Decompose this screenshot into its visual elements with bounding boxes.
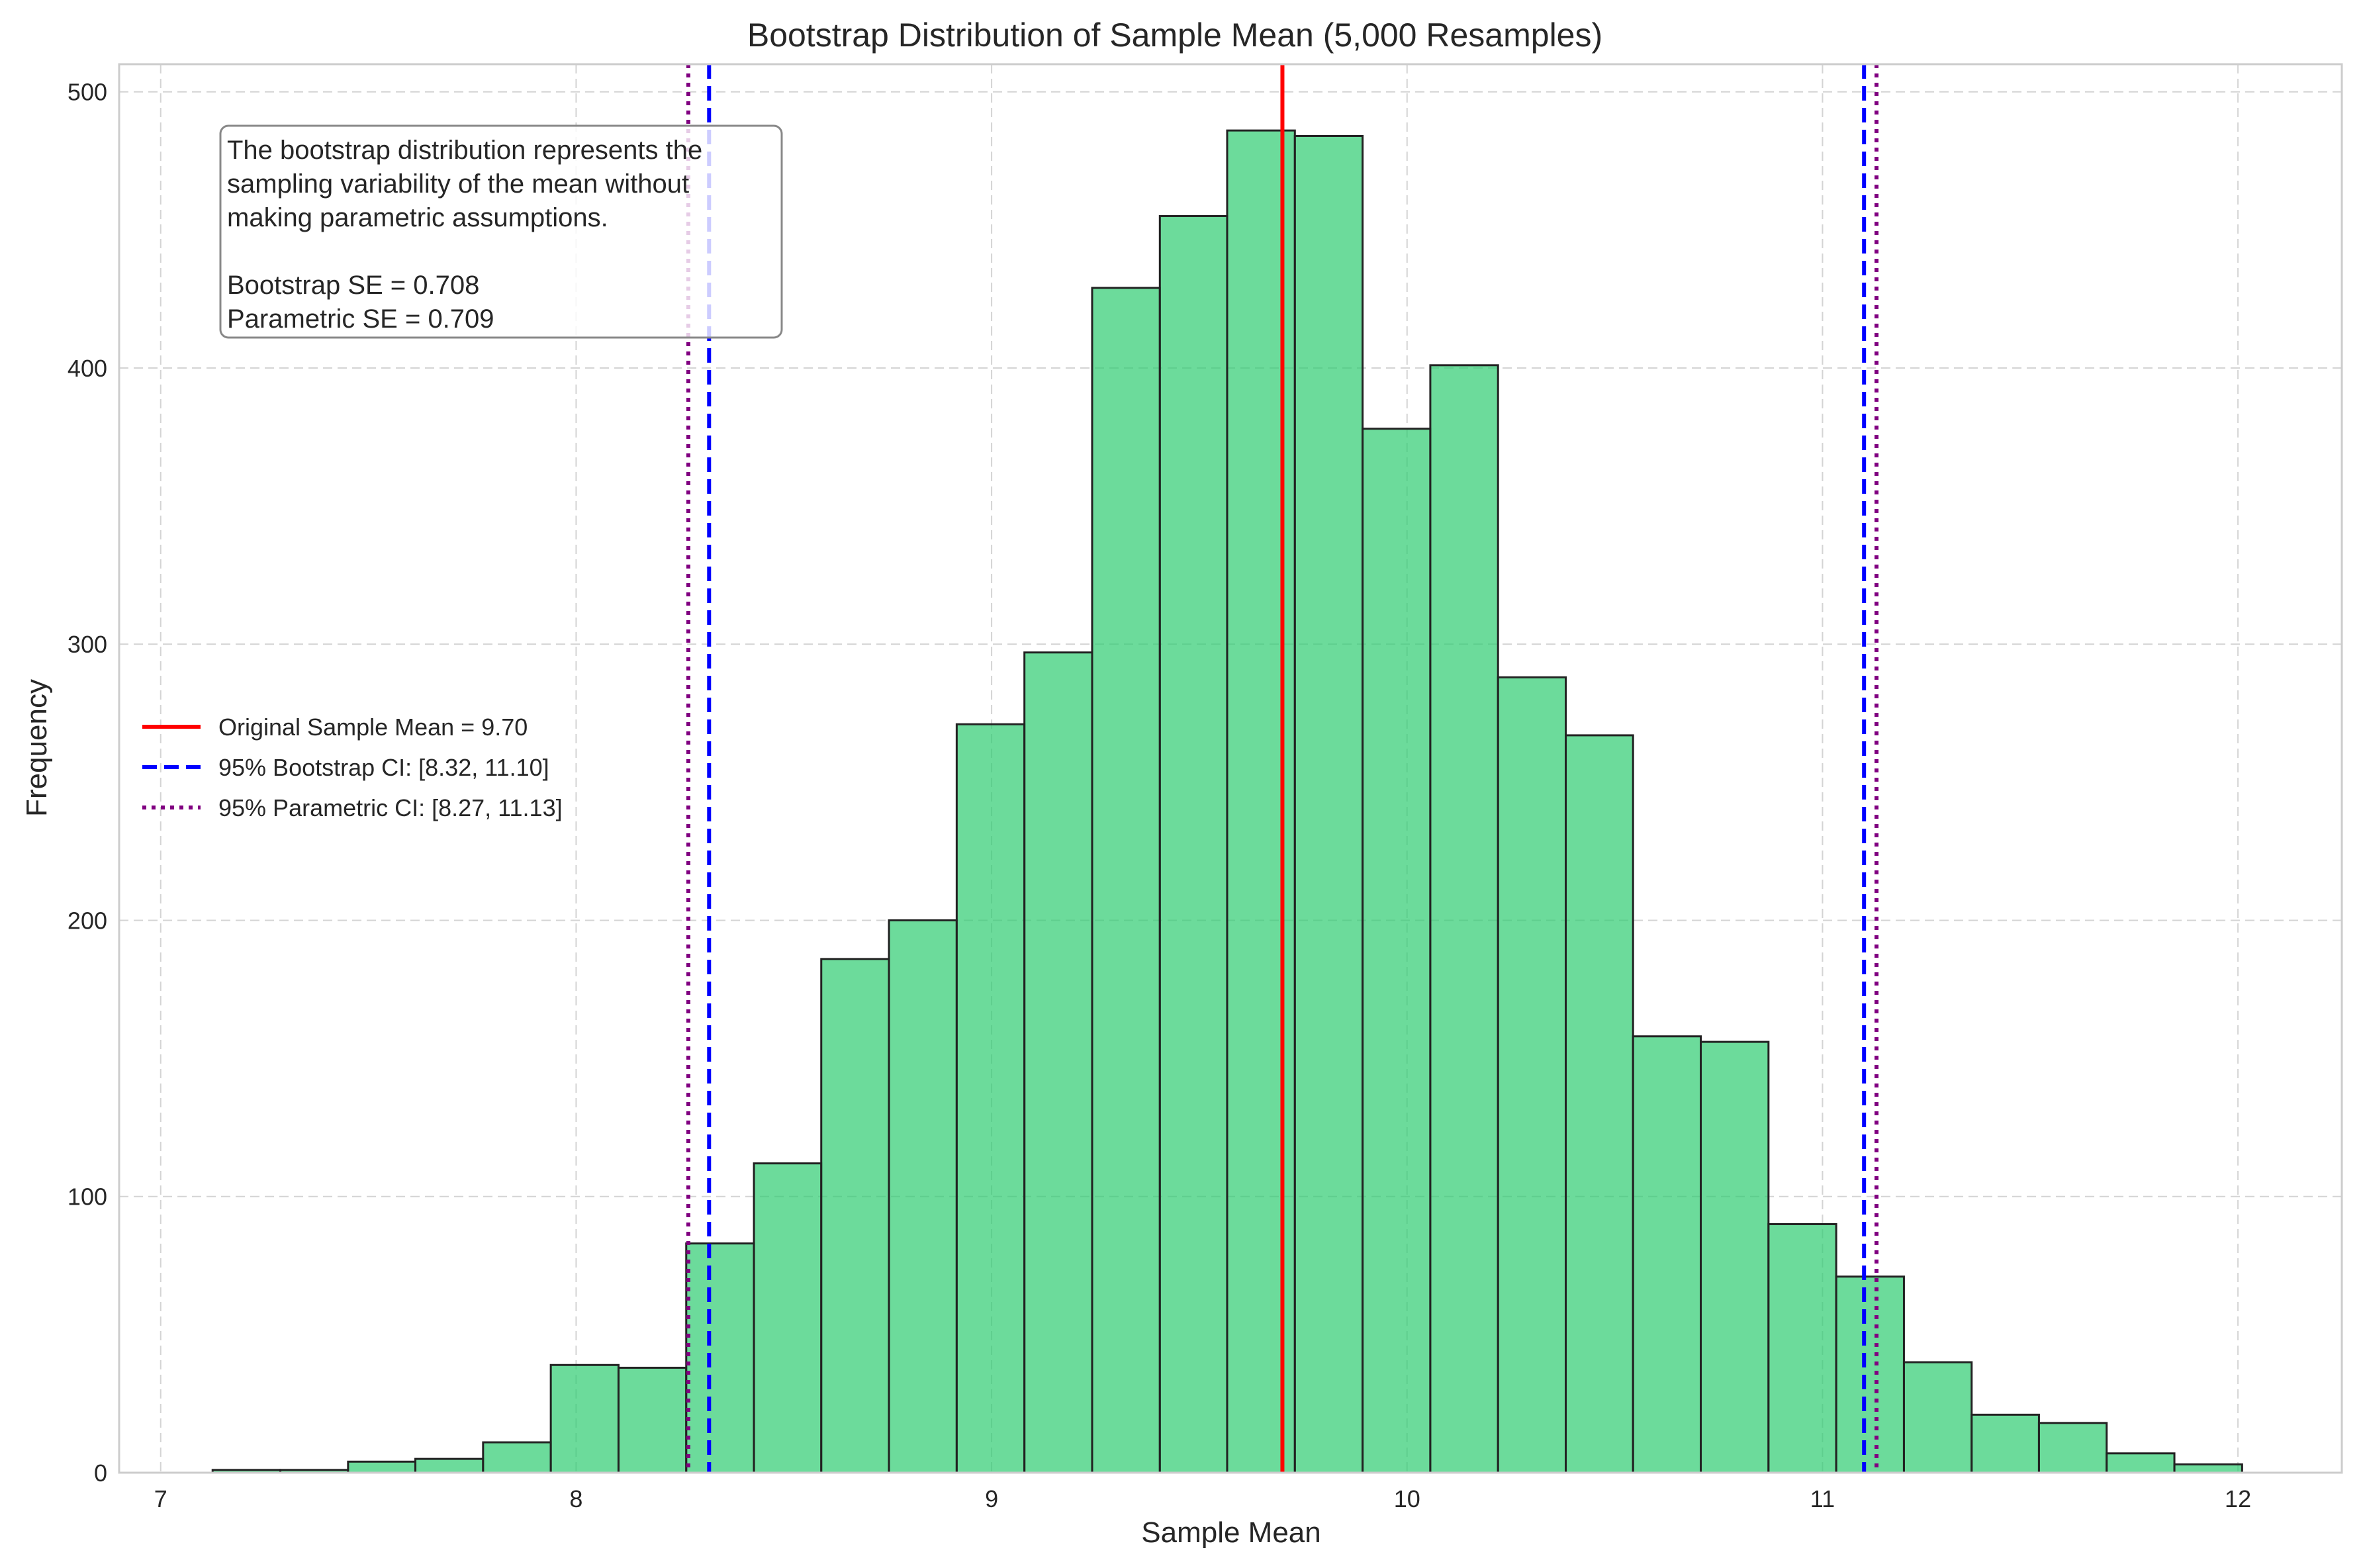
x-tick-label: 8	[569, 1485, 582, 1512]
histogram-bar	[820, 958, 890, 1474]
y-tick-label: 100	[68, 1183, 107, 1211]
histogram-bar	[2173, 1463, 2243, 1474]
y-tick-label: 500	[68, 79, 107, 106]
y-axis-ticks: 0 100 200 300 400 500	[68, 79, 107, 1487]
x-axis-ticks: 7 8 9 10 11 12	[154, 1485, 2251, 1512]
histogram-bar	[414, 1457, 485, 1474]
x-tick-label: 10	[1394, 1485, 1420, 1512]
histogram-bar	[685, 1242, 755, 1474]
histogram-bar	[1565, 734, 1634, 1474]
histogram-bar	[1158, 214, 1228, 1474]
histogram-bar	[617, 1366, 688, 1474]
x-axis-label: Sample Mean	[1141, 1516, 1320, 1549]
histogram-bar	[2106, 1452, 2176, 1474]
histogram-bar	[1835, 1275, 1905, 1474]
x-tick-label: 9	[985, 1485, 998, 1512]
histogram-bar	[347, 1460, 417, 1474]
histogram-bar	[1970, 1413, 2040, 1474]
histogram-bar	[2037, 1422, 2108, 1474]
histogram-bar	[1226, 129, 1296, 1474]
chart-title: Bootstrap Distribution of Sample Mean (5…	[747, 17, 1602, 54]
y-tick-label: 0	[94, 1459, 107, 1487]
histogram-bar	[1429, 364, 1499, 1474]
histogram-bar	[1362, 428, 1432, 1474]
legend-label: 95% Bootstrap CI: [8.32, 11.10]	[218, 754, 549, 781]
annotation-box: The bootstrap distribution represents th…	[219, 124, 783, 339]
histogram-bar	[1767, 1222, 1837, 1474]
legend-label: Original Sample Mean = 9.70	[218, 714, 528, 741]
histogram-bar	[955, 723, 1026, 1474]
legend-label: 95% Parametric CI: [8.27, 11.13]	[218, 794, 563, 821]
y-axis-label: Frequency	[21, 679, 53, 817]
x-tick-label: 12	[2225, 1485, 2251, 1512]
histogram-bar	[888, 919, 958, 1474]
annotation-line: Parametric SE = 0.709	[227, 304, 494, 334]
y-tick-label: 200	[68, 907, 107, 934]
histogram-bar	[753, 1162, 823, 1474]
histogram-bar	[482, 1441, 552, 1474]
annotation-line: Bootstrap SE = 0.708	[227, 271, 479, 300]
legend: Original Sample Mean = 9.70 95% Bootstrap…	[142, 714, 563, 821]
histogram-bar	[1293, 134, 1364, 1474]
histogram-bar	[1023, 651, 1093, 1474]
histogram-bar	[1632, 1035, 1702, 1474]
x-tick-label: 7	[154, 1485, 167, 1512]
annotation-background	[219, 124, 783, 339]
histogram-bar	[1700, 1040, 1770, 1474]
annotation-line: sampling variability of the mean without	[227, 169, 689, 199]
annotation-line: making parametric assumptions.	[227, 203, 608, 232]
y-tick-label: 400	[68, 355, 107, 382]
x-tick-label: 11	[1810, 1485, 1835, 1512]
histogram-bar	[1497, 676, 1567, 1474]
histogram-bar	[1902, 1361, 1973, 1474]
y-tick-label: 300	[68, 631, 107, 658]
annotation-line: The bootstrap distribution represents th…	[227, 136, 702, 165]
plot-frame	[118, 63, 2343, 1474]
histogram-bar	[1091, 287, 1161, 1474]
histogram-bar	[549, 1363, 620, 1474]
